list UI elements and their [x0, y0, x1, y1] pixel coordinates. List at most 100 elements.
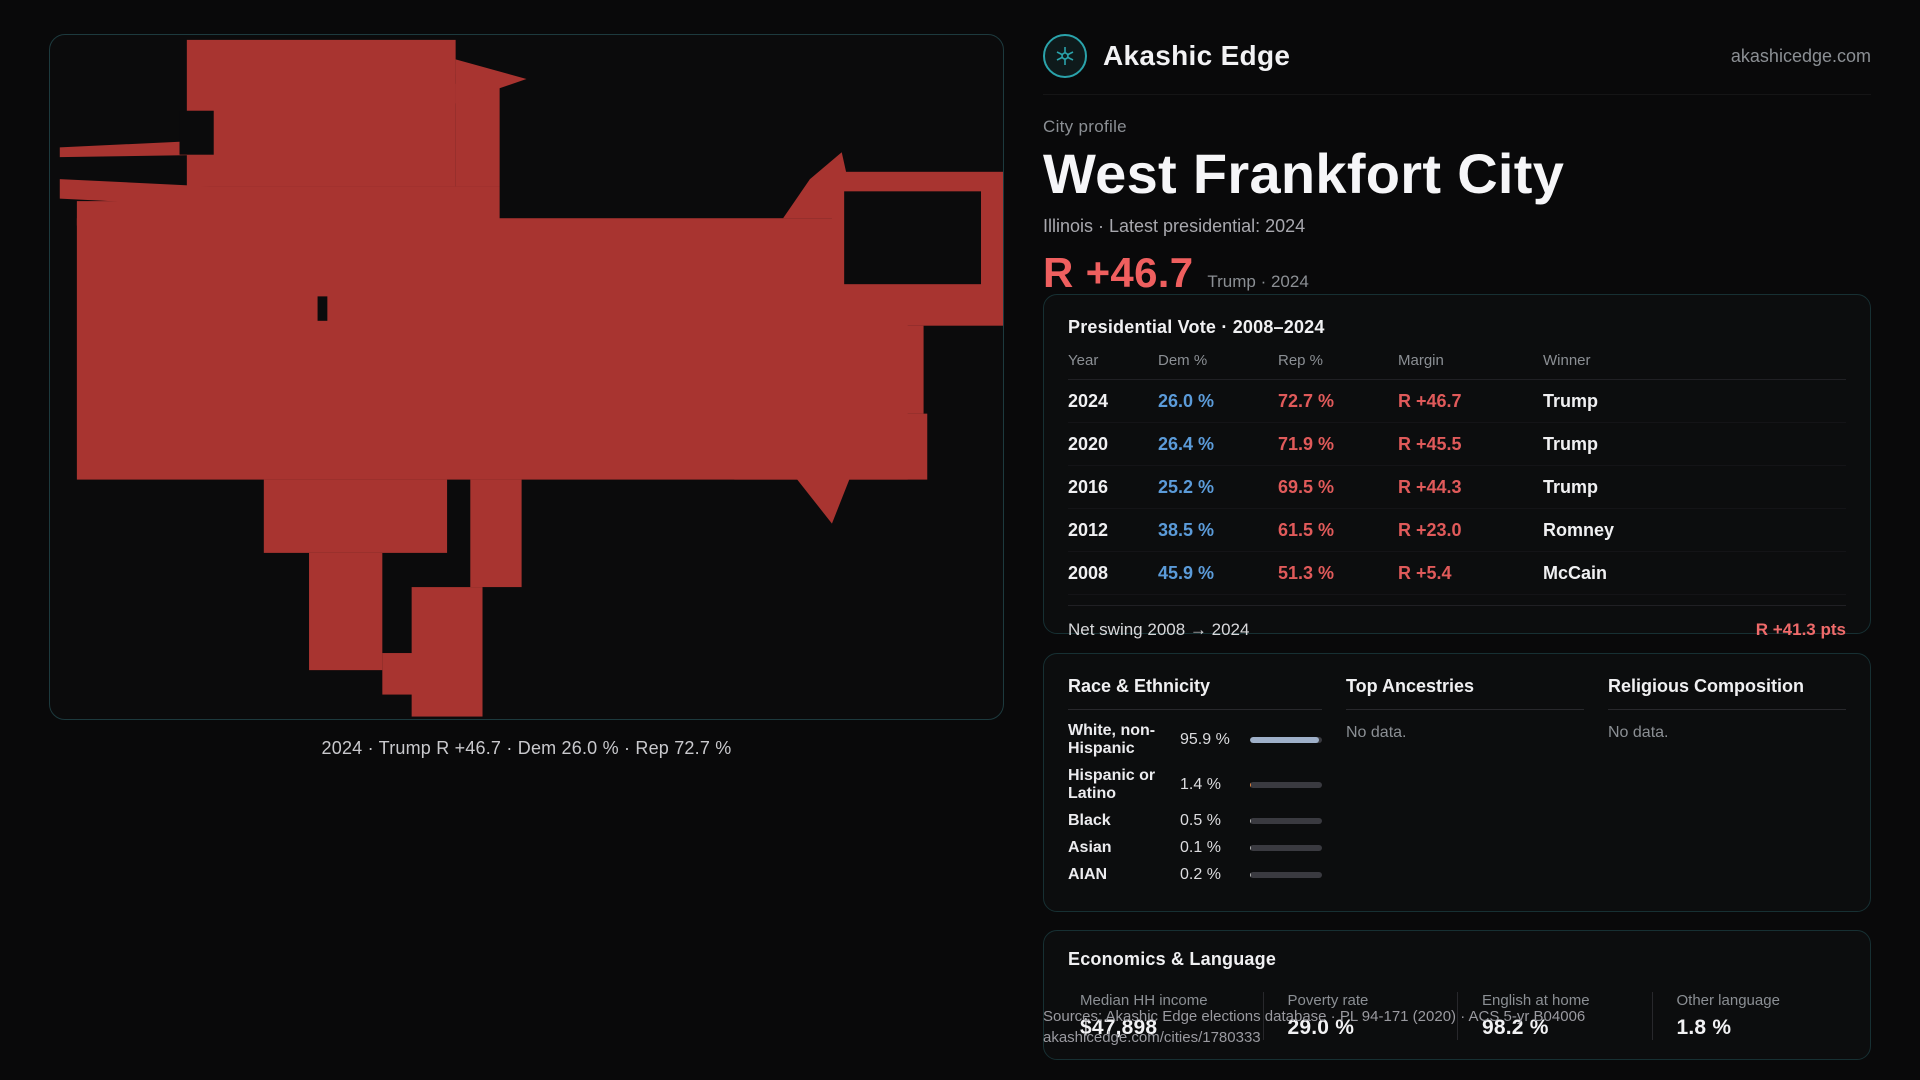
- race-bar: [1250, 844, 1322, 851]
- cell-year: 2024: [1068, 390, 1109, 411]
- presidential-card-title: Presidential Vote · 2008–2024: [1068, 317, 1325, 337]
- cell-margin: R +5.4: [1398, 562, 1452, 583]
- brand-domain-link[interactable]: akashicedge.com: [1730, 45, 1871, 66]
- race-row: Asian 0.1 %: [1068, 839, 1322, 857]
- site-header: Akashic Edge akashicedge.com: [1043, 34, 1871, 95]
- cell-dem-pct: 26.0 %: [1158, 390, 1215, 411]
- sources-line: Sources: Akashic Edge elections database…: [1043, 1008, 1586, 1025]
- page-title: West Frankfort City: [1043, 142, 1565, 205]
- brand-name: Akashic Edge: [1103, 40, 1291, 71]
- sources-footer: Sources: Akashic Edge elections database…: [1043, 1006, 1585, 1048]
- presidential-table-body: 2024 26.0 % 72.7 % R +46.7 Trump 2020 26.4 % 71…: [1068, 380, 1846, 595]
- cell-winner: Romney: [1543, 519, 1615, 540]
- race-value: 0.1 %: [1180, 838, 1221, 856]
- presidential-vote-card: Presidential Vote · 2008–2024 Year Dem % R…: [1043, 294, 1871, 639]
- stat-label: Poverty rate: [1287, 992, 1369, 1009]
- race-bar: [1250, 736, 1322, 743]
- table-column-header: Winner: [1543, 352, 1591, 369]
- race-label: White, non-Hispanic: [1068, 722, 1156, 757]
- permalink[interactable]: akashicedge.com/cities/1780333: [1043, 1029, 1261, 1046]
- table-row: 2016 25.2 % 69.5 % R +44.3 Trump: [1068, 466, 1846, 509]
- cell-rep-pct: 69.5 %: [1278, 476, 1335, 497]
- race-bar: [1250, 781, 1322, 788]
- race-label: Hispanic or Latino: [1068, 766, 1156, 802]
- table-row: 2024 26.0 % 72.7 % R +46.7 Trump: [1068, 380, 1846, 423]
- economics-stat: Poverty rate 29.0 %: [1262, 992, 1458, 1040]
- table-column-header: Rep %: [1278, 352, 1324, 369]
- cell-year: 2012: [1068, 519, 1109, 540]
- headline-context: Trump · 2024: [1207, 271, 1309, 291]
- cell-year: 2020: [1068, 433, 1109, 454]
- profile-panel: Akashic Edge akashicedge.com City profil…: [1043, 34, 1871, 1060]
- race-label: Black: [1068, 811, 1111, 829]
- cell-winner: McCain: [1543, 562, 1608, 583]
- city-boundary-map: [49, 34, 1004, 720]
- cell-dem-pct: 38.5 %: [1158, 519, 1215, 540]
- race-value: 1.4 %: [1180, 775, 1221, 793]
- eyebrow-label: City profile: [1043, 117, 1127, 136]
- table-row: 2012 38.5 % 61.5 % R +23.0 Romney: [1068, 509, 1846, 552]
- map-caption: 2024 · Trump R +46.7 · Dem 26.0 % · Rep …: [321, 738, 732, 758]
- race-rows: White, non-Hispanic 95.9 % Hispanic or Lat…: [1068, 722, 1322, 884]
- economics-stat: English at home 98.2 %: [1457, 992, 1652, 1040]
- headline-margin: R +46.7: [1043, 248, 1194, 296]
- city-boundary-shape: [59, 39, 1003, 717]
- race-label: Asian: [1068, 838, 1112, 856]
- economics-card-title: Economics & Language: [1068, 949, 1277, 969]
- net-swing-label: Net swing 2008 → 2024: [1068, 620, 1250, 639]
- religious-composition-section: Religious Composition No data.: [1608, 676, 1846, 893]
- logo-compass-icon: [1056, 47, 1074, 65]
- cell-winner: Trump: [1543, 390, 1599, 411]
- demographics-grid: Race & Ethnicity White, non-Hispanic 95.9…: [1068, 676, 1846, 889]
- top-ancestries-section: Top Ancestries No data.: [1346, 676, 1584, 893]
- race-bar: [1250, 871, 1322, 878]
- race-row: AIAN 0.2 %: [1068, 866, 1322, 884]
- cell-winner: Trump: [1543, 476, 1599, 497]
- race-row: White, non-Hispanic 95.9 %: [1068, 722, 1322, 758]
- headline: R +46.7 Trump · 2024: [1043, 249, 1871, 297]
- cell-dem-pct: 26.4 %: [1158, 433, 1215, 454]
- economics-stat: Other language 1.8 %: [1651, 992, 1847, 1040]
- economics-stat: Median HH income $47,898: [1068, 992, 1263, 1040]
- religion-empty-state: No data.: [1608, 724, 1669, 741]
- cell-rep-pct: 51.3 %: [1278, 562, 1335, 583]
- race-bar-fill: [1250, 781, 1252, 788]
- cell-dem-pct: 25.2 %: [1158, 476, 1215, 497]
- cell-year: 2016: [1068, 476, 1109, 497]
- cell-dem-pct: 45.9 %: [1158, 562, 1215, 583]
- cell-margin: R +45.5: [1398, 433, 1462, 454]
- race-row: Hispanic or Latino 1.4 %: [1068, 767, 1322, 803]
- race-bar-fill: [1250, 844, 1252, 851]
- race-value: 0.2 %: [1180, 865, 1221, 883]
- race-value: 95.9 %: [1180, 730, 1230, 748]
- akashic-edge-logo[interactable]: [1043, 34, 1087, 78]
- ancestries-empty-state: No data.: [1346, 724, 1407, 741]
- race-bar-fill: [1250, 736, 1320, 743]
- cell-year: 2008: [1068, 562, 1109, 583]
- table-column-header: Year: [1068, 352, 1099, 369]
- race-row: Black 0.5 %: [1068, 812, 1322, 830]
- city-shape-holes: [179, 110, 982, 321]
- stat-label: English at home: [1482, 992, 1590, 1009]
- race-label: AIAN: [1068, 865, 1108, 883]
- economics-stats: Median HH income $47,898 Poverty rate 29.0 …: [1068, 992, 1846, 1040]
- stat-value: 98.2 %: [1482, 1016, 1549, 1039]
- cell-rep-pct: 72.7 %: [1278, 390, 1335, 411]
- race-ethnicity-section: Race & Ethnicity White, non-Hispanic 95.9…: [1068, 676, 1322, 893]
- net-swing-row: Net swing 2008 → 2024 R +41.3 pts: [1068, 605, 1846, 640]
- race-bar-fill: [1250, 817, 1252, 824]
- race-bar-fill: [1250, 871, 1252, 878]
- net-swing-value: R +41.3 pts: [1755, 620, 1846, 639]
- page-subtitle: Illinois · Latest presidential: 2024: [1043, 215, 1306, 236]
- cell-margin: R +46.7: [1398, 390, 1462, 411]
- cell-rep-pct: 71.9 %: [1278, 433, 1335, 454]
- race-value: 0.5 %: [1180, 811, 1221, 829]
- cell-rep-pct: 61.5 %: [1278, 519, 1335, 540]
- stat-label: Median HH income: [1080, 992, 1208, 1009]
- religion-section-title: Religious Composition: [1608, 676, 1846, 710]
- table-row: 2008 45.9 % 51.3 % R +5.4 McCain: [1068, 552, 1846, 595]
- stat-value: $47,898: [1080, 1016, 1158, 1039]
- race-section-title: Race & Ethnicity: [1068, 676, 1322, 710]
- stat-label: Other language: [1676, 992, 1780, 1009]
